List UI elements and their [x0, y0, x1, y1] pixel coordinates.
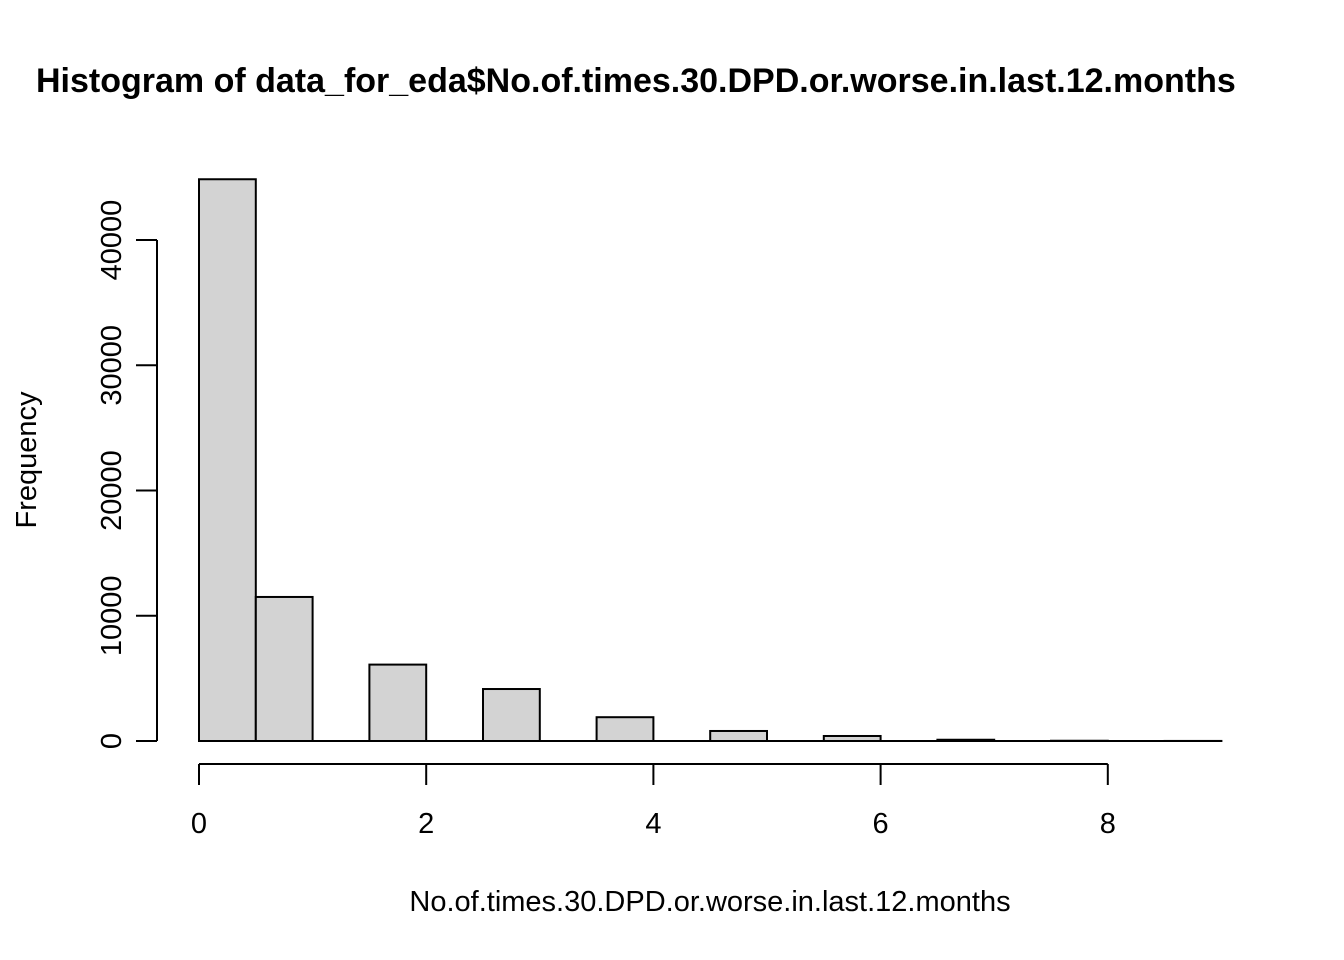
y-axis-label: Frequency [11, 391, 43, 529]
x-tick-label: 8 [1100, 808, 1116, 840]
x-axis: 0 2 4 6 8 [191, 763, 1116, 840]
y-tick-label: 10000 [96, 575, 128, 656]
histogram-bar [709, 729, 769, 742]
x-tick-label: 4 [645, 808, 661, 840]
chart-title: Histogram of data_for_eda$No.of.times.30… [36, 62, 1236, 100]
x-tick-label: 2 [418, 808, 434, 840]
x-tick-label: 6 [873, 808, 889, 840]
histogram-bar [254, 595, 314, 743]
histogram-bar [368, 663, 428, 742]
histogram-bar [198, 178, 257, 743]
y-tick-label: 20000 [96, 450, 128, 531]
y-tick-label: 30000 [96, 325, 128, 406]
y-axis: 0 10000 20000 30000 40000 [96, 200, 158, 749]
histogram-bar [595, 716, 655, 743]
bars-group [198, 178, 1223, 743]
histogram-bar [482, 688, 541, 742]
x-axis-label: No.of.times.30.DPD.or.worse.in.last.12.m… [409, 886, 1010, 918]
x-tick-label: 0 [191, 808, 207, 840]
y-tick-label: 40000 [96, 200, 128, 281]
y-tick-label: 0 [96, 733, 128, 749]
